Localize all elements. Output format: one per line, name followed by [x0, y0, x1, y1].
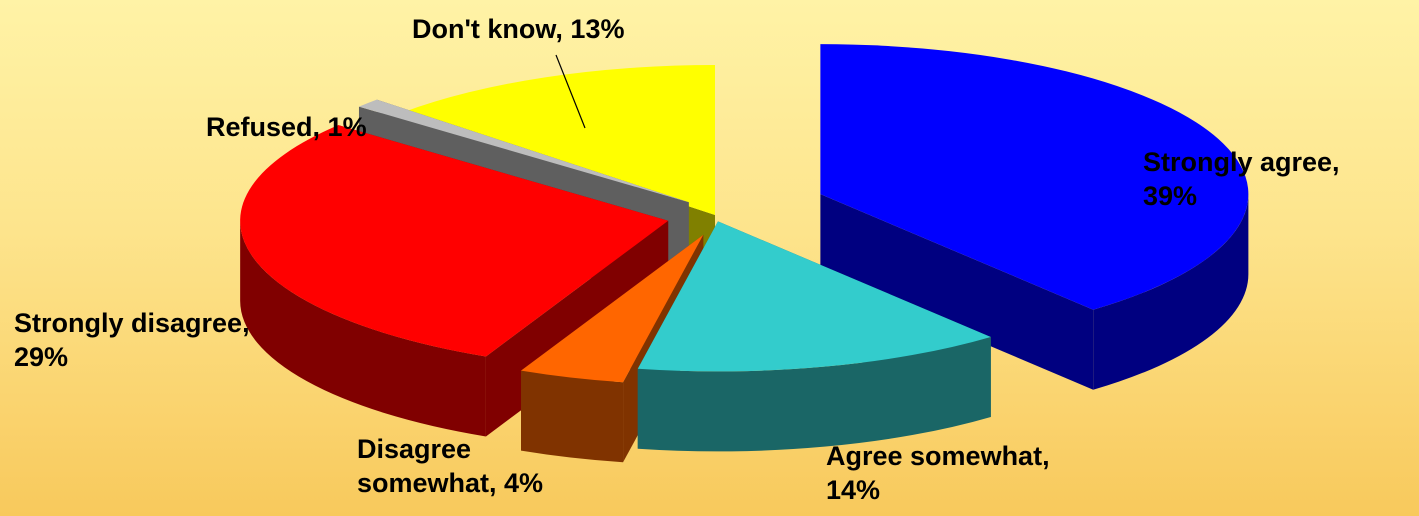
- slice-strongly-agree-rim: [1093, 194, 1249, 390]
- label-disagree-somewhat-pct: somewhat, 4%: [357, 468, 544, 498]
- slice-refused-top: [358, 99, 689, 203]
- label-refused-pct: 1%: [327, 112, 367, 142]
- slice-strongly-disagree-rim: [240, 220, 486, 437]
- label-strongly-agree-name: Strongly agree,: [1143, 147, 1340, 177]
- label-agree-somewhat-pct: 14%: [826, 475, 881, 505]
- label-strongly-agree: Strongly agree, 39%: [1143, 145, 1340, 213]
- slice-strongly-disagree: [240, 125, 669, 437]
- label-disagree-somewhat-name: Disagree: [357, 434, 472, 464]
- label-strongly-disagree: Strongly disagree, 29%: [14, 306, 250, 374]
- slice-agree-somewhat-rim: [637, 336, 991, 452]
- dont-know-leader-line: [555, 54, 586, 129]
- slice-strongly-disagree-top: [240, 125, 669, 357]
- label-disagree-somewhat: Disagree somewhat, 4%: [357, 432, 543, 500]
- slice-don-t-know-top: [403, 65, 715, 215]
- label-dont-know: Don't know, 13%: [412, 12, 624, 46]
- label-refused: Refused, 1%: [206, 110, 367, 144]
- slice-disagree-somewhat-rim: [521, 370, 624, 463]
- label-dont-know-pct: 13%: [570, 14, 625, 44]
- label-dont-know-name: Don't know,: [412, 14, 563, 44]
- label-strongly-agree-pct: 39%: [1143, 181, 1198, 211]
- label-agree-somewhat: Agree somewhat, 14%: [826, 439, 1050, 507]
- label-strongly-disagree-name: Strongly disagree,: [14, 308, 250, 338]
- slice-strongly-agree-top: [820, 44, 1249, 310]
- slice-agree-somewhat: [637, 221, 991, 452]
- slice-strongly-agree: [820, 44, 1249, 390]
- label-refused-name: Refused,: [206, 112, 321, 142]
- slice-disagree-somewhat-top: [521, 234, 704, 383]
- label-strongly-disagree-pct: 29%: [14, 342, 69, 372]
- slice-agree-somewhat-top: [637, 221, 991, 372]
- slice-strongly-agree-wall-end: [820, 194, 1094, 390]
- slices-layer: [240, 44, 1249, 463]
- label-agree-somewhat-name: Agree somewhat,: [826, 441, 1050, 471]
